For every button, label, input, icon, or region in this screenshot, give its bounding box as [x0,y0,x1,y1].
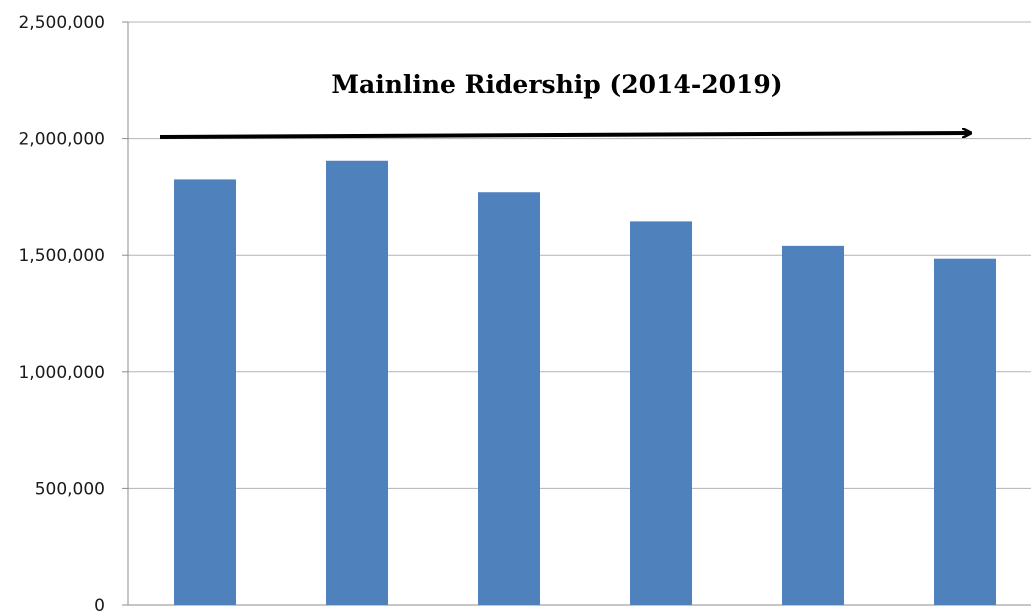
y-tick-labels: 0 500,000 1,000,000 1,500,000 2,000,000 2,500… [18,13,128,614]
axes [127,22,1031,606]
gridlines [128,21,1031,489]
bar [478,192,540,605]
annotations [159,133,970,139]
y-tick-label: 500,000 [35,479,105,499]
y-tick-label: 0 [94,596,105,614]
bar [326,160,388,605]
bar [782,245,844,605]
y-tick-label: 1,000,000 [18,363,105,383]
y-tick-label: 1,500,000 [18,246,105,266]
y-tick-label: 2,500,000 [18,13,105,33]
bars [174,160,996,606]
chart-title: Mainline Ridership (2014-2019) [331,70,782,99]
y-tick-label: 2,000,000 [18,130,105,150]
trend-arrow [159,133,970,139]
bar [174,179,236,605]
bar [630,221,692,606]
bar [934,258,996,605]
